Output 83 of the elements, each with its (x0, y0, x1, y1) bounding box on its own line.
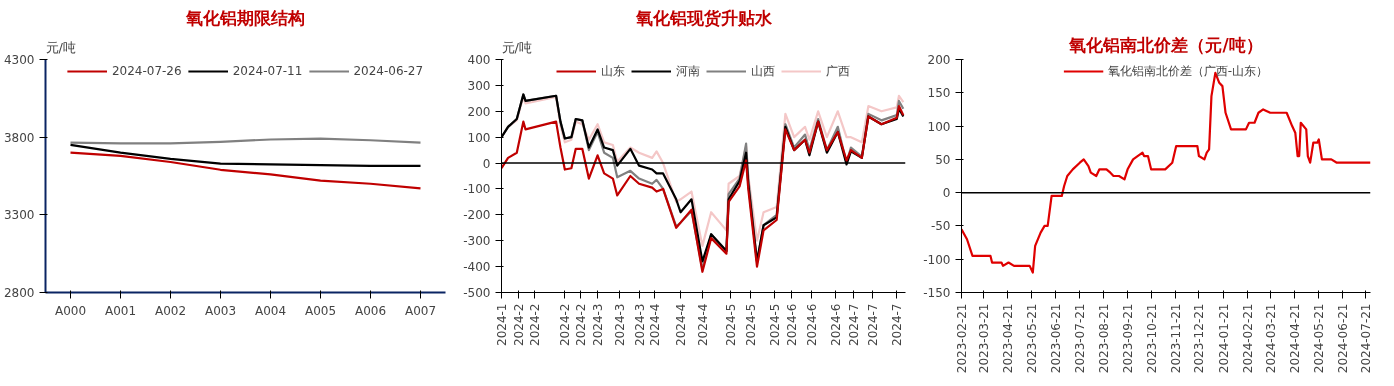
x-tick-label: 2023-02-21 (955, 303, 969, 374)
legend-label: 山东 (601, 62, 625, 80)
legend-label: 2024-06-27 (353, 64, 424, 78)
x-tick-label: 2023-11-21 (1168, 303, 1183, 374)
y-tick-label: 150 (927, 86, 951, 101)
y-tick-label: -200 (463, 208, 491, 223)
x-tick-label: 2024-2 (558, 303, 573, 346)
chart-title: 氧化铝南北价差（元/吨） (1068, 34, 1263, 55)
legend-label: 山西 (751, 62, 775, 80)
x-tick-label: 2024-3 (632, 303, 647, 346)
y-tick-label: 2800 (3, 286, 35, 300)
x-tick-label: 2024-4 (674, 303, 689, 346)
x-tick-label: 2023-04-21 (1001, 303, 1016, 374)
y-tick-label: 3300 (3, 208, 35, 223)
x-tick-label: 2024-2 (573, 303, 588, 346)
x-tick-label: 2024-4 (647, 303, 662, 346)
line-series (69, 143, 422, 167)
legend-label: 河南 (676, 62, 700, 80)
x-tick-label: 2024-3 (612, 303, 627, 346)
y-tick-label: 0 (942, 186, 951, 201)
legend-label: 广西 (826, 62, 850, 80)
x-tick-label: 2024-2 (527, 303, 542, 346)
x-tick-label: 2023-09-21 (1121, 303, 1136, 374)
x-tick-label: 2023-06-21 (1049, 303, 1064, 374)
x-tick-label: 2024-1 (495, 303, 509, 346)
x-tick-label: 2024-6 (785, 303, 800, 346)
y-axis-title: 元/吨 (45, 39, 76, 55)
y-tick-label: 200 (467, 104, 491, 119)
x-tick-label: 2024-03-21 (1263, 303, 1278, 374)
x-tick-label: A002 (154, 303, 187, 318)
x-tick-label: 2024-3 (591, 303, 606, 346)
x-tick-label: 2024-2 (512, 303, 527, 346)
y-axis-title: 元/吨 (501, 39, 532, 55)
y-tick-label: -300 (463, 234, 491, 249)
x-tick-label: 2024-7 (846, 303, 861, 346)
line-series (69, 151, 422, 190)
y-tick-label: 100 (467, 130, 491, 145)
y-tick-label: -50 (930, 219, 951, 234)
y-tick-label: 3800 (3, 130, 35, 145)
x-tick-label: 2024-01-21 (1216, 303, 1231, 374)
x-tick-label: 2023-03-21 (976, 303, 991, 374)
legend-label: 2024-07-11 (232, 64, 303, 78)
y-tick-label: 300 (467, 78, 491, 93)
y-tick-label: 0 (482, 156, 491, 171)
y-tick-label: -100 (463, 182, 491, 197)
x-tick-label: 2024-05-21 (1311, 303, 1326, 374)
y-tick-label: 400 (467, 53, 491, 67)
x-tick-label: 2024-04-21 (1288, 303, 1302, 374)
x-tick-label: A001 (104, 303, 137, 318)
x-tick-label: 2023-10-21 (1144, 303, 1159, 374)
x-tick-label: 2024-07-21 (1359, 303, 1374, 374)
chart-title: 氧化铝现货升贴水 (634, 7, 773, 28)
x-tick-label: 2023-07-21 (1072, 303, 1087, 374)
y-tick-label: -400 (463, 260, 491, 275)
x-tick-label: A000 (54, 303, 87, 318)
x-tick-label: 2024-6 (829, 303, 844, 346)
x-tick-label: 2024-5 (724, 303, 739, 346)
x-tick-label: 2023-12-21 (1192, 303, 1207, 374)
y-tick-label: 4300 (3, 53, 35, 67)
x-tick-label: 2024-02-21 (1240, 303, 1255, 374)
y-tick-label: -500 (463, 286, 491, 300)
y-tick-label: -100 (923, 252, 951, 267)
x-tick-label: 2023-08-21 (1096, 303, 1111, 374)
legend-label: 氧化铝南北价差（广西-山东） (1107, 62, 1269, 80)
x-tick-label: 2024-7 (866, 303, 881, 346)
y-tick-label: -150 (923, 286, 951, 300)
x-tick-label: A007 (404, 303, 437, 318)
y-tick-label: 50 (935, 152, 951, 167)
x-tick-label: A006 (354, 303, 387, 318)
x-tick-label: 2024-5 (743, 303, 758, 346)
x-tick-label: A003 (204, 303, 237, 318)
y-tick-label: 200 (927, 53, 951, 67)
x-tick-label: 2024-6 (805, 303, 820, 346)
x-tick-label: A004 (254, 303, 287, 318)
x-tick-label: 2024-4 (695, 303, 710, 346)
x-tick-label: 2024-7 (890, 303, 905, 346)
x-tick-label: 2023-05-21 (1024, 303, 1039, 374)
x-tick-label: 2024-06-21 (1335, 303, 1350, 374)
legend-label: 2024-07-26 (111, 64, 182, 78)
x-tick-label: A005 (304, 303, 337, 318)
y-tick-label: 100 (927, 119, 951, 134)
x-tick-label: 2024-5 (767, 303, 782, 346)
chart-title: 氧化铝期限结构 (185, 7, 305, 28)
